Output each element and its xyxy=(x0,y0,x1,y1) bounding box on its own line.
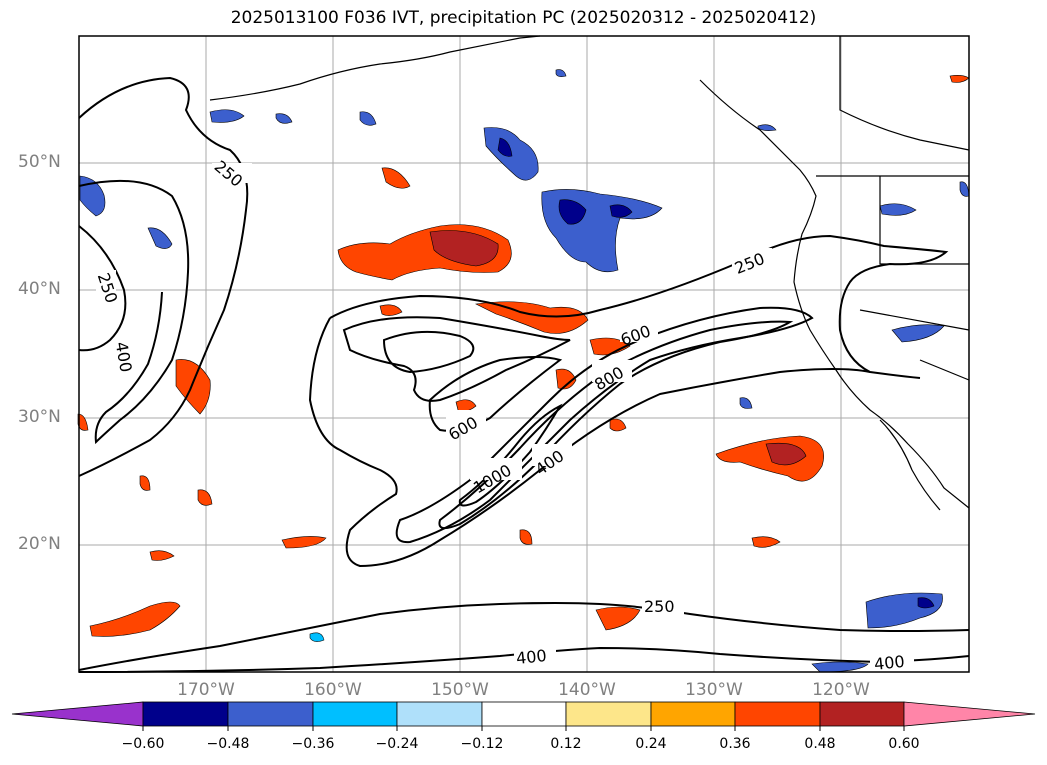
colorbar-segment xyxy=(481,701,567,727)
colorbar-segment xyxy=(650,701,736,727)
colorbar-tick-label: −0.24 xyxy=(375,736,419,752)
patch-neg-13 xyxy=(359,111,377,126)
contour-1000-jet xyxy=(458,403,563,507)
patch-pos-2 xyxy=(429,230,499,267)
patch-neg-16 xyxy=(879,203,917,216)
lat-label: 30°N xyxy=(18,407,61,427)
colorbar-tick-label: −0.36 xyxy=(291,736,335,752)
patch-pos-6 xyxy=(89,601,181,637)
precip-positive-patches xyxy=(77,75,970,637)
colorbar xyxy=(11,701,1036,731)
patch-neg-17 xyxy=(275,113,293,124)
colorbar-tick-label: −0.48 xyxy=(206,736,250,752)
lon-label: 130°W xyxy=(685,680,743,700)
alaska-coast xyxy=(209,35,541,101)
colorbar-segment xyxy=(734,701,821,727)
coastlines xyxy=(209,35,970,511)
baja-coast xyxy=(879,419,941,511)
state-border-3 xyxy=(839,36,970,151)
patch-pos-7 xyxy=(595,606,641,631)
colorbar-tick-label: 0.60 xyxy=(888,736,920,752)
patch-pos-13 xyxy=(751,536,781,548)
map-title: 2025013100 F036 IVT, precipitation PC (2… xyxy=(230,8,817,28)
colorbar-min-extend xyxy=(11,701,144,727)
lon-label: 160°W xyxy=(304,680,362,700)
colorbar-segment xyxy=(142,701,229,727)
contour-label: 400 xyxy=(873,652,905,674)
patch-pos-5 xyxy=(765,442,807,466)
lon-label: 140°W xyxy=(558,680,616,700)
patch-pos-12 xyxy=(281,536,327,549)
lon-label: 150°W xyxy=(431,680,489,700)
lat-label: 20°N xyxy=(18,534,61,554)
contour-label: 250 xyxy=(644,597,675,616)
colorbar-max-extend xyxy=(903,701,1036,727)
patch-neg-19 xyxy=(757,124,777,131)
patch-pos-18 xyxy=(149,550,175,561)
plot-area: 250 250 250 400 600 600 800 1000 400 250… xyxy=(77,35,970,674)
contour-outer-ar xyxy=(308,317,871,568)
contour-400-jet xyxy=(395,306,814,544)
colorbar-segment xyxy=(312,701,398,727)
colorbar-tick-label: 0.36 xyxy=(719,736,751,752)
patch-neg-18 xyxy=(555,69,567,77)
patch-pos-19 xyxy=(609,418,627,432)
patch-pos-10 xyxy=(589,337,631,356)
colorbar-tick-label: 0.24 xyxy=(635,736,667,752)
colorbar-tick-label: 0.48 xyxy=(804,736,836,752)
contour-400-west-2 xyxy=(78,179,190,445)
colorbar-tick-label: 0.12 xyxy=(550,736,582,752)
contour-600-inner xyxy=(428,356,563,432)
colorbar-segment xyxy=(227,701,314,727)
contour-400-south xyxy=(78,646,970,673)
contour-250-south xyxy=(78,602,970,671)
patch-neg-5 xyxy=(558,199,587,225)
colorbar-segment xyxy=(819,701,905,727)
colorbar-tick-label: −0.60 xyxy=(121,736,165,752)
lon-label: 120°W xyxy=(812,680,870,700)
lat-label: 40°N xyxy=(18,279,61,299)
patch-neg-15 xyxy=(309,632,325,642)
patch-pos-9 xyxy=(474,301,589,334)
contour-400-west xyxy=(78,225,127,352)
patch-pos-14 xyxy=(139,475,151,491)
patch-pos-17 xyxy=(519,529,533,545)
lat-label: 50°N xyxy=(18,152,61,172)
patch-neg-8 xyxy=(147,227,173,249)
state-border-2 xyxy=(859,309,970,331)
patch-pos-8 xyxy=(175,359,211,415)
patch-pos-21 xyxy=(379,304,403,316)
patch-neg-14 xyxy=(739,397,753,409)
colorbar-ticks xyxy=(142,726,905,731)
colorbar-segment xyxy=(565,701,652,727)
patch-neg-6 xyxy=(609,204,633,218)
precip-negative-patches xyxy=(79,69,970,673)
patch-pos-15 xyxy=(197,489,213,506)
lon-label: 170°W xyxy=(177,680,235,700)
ivt-contours xyxy=(78,76,970,673)
canada-coast xyxy=(699,79,970,509)
contour-250-central xyxy=(329,234,949,379)
contour-800-jet xyxy=(438,320,794,530)
patch-neg-7 xyxy=(209,109,245,123)
colorbar-tick-label: −0.12 xyxy=(460,736,504,752)
contour-600-loop xyxy=(382,330,475,374)
contour-label: 400 xyxy=(515,646,547,668)
contour-label-group: 250 250 250 400 600 600 800 1000 400 250… xyxy=(94,157,914,674)
patch-pos-3 xyxy=(381,167,411,189)
state-border-1 xyxy=(879,176,969,265)
patch-neg-3 xyxy=(497,137,513,157)
patch-neg-10 xyxy=(917,597,935,609)
contour-250-west xyxy=(78,76,249,477)
colorbar-segment xyxy=(396,701,483,727)
map-frame xyxy=(78,35,970,673)
state-border-4 xyxy=(919,359,970,381)
